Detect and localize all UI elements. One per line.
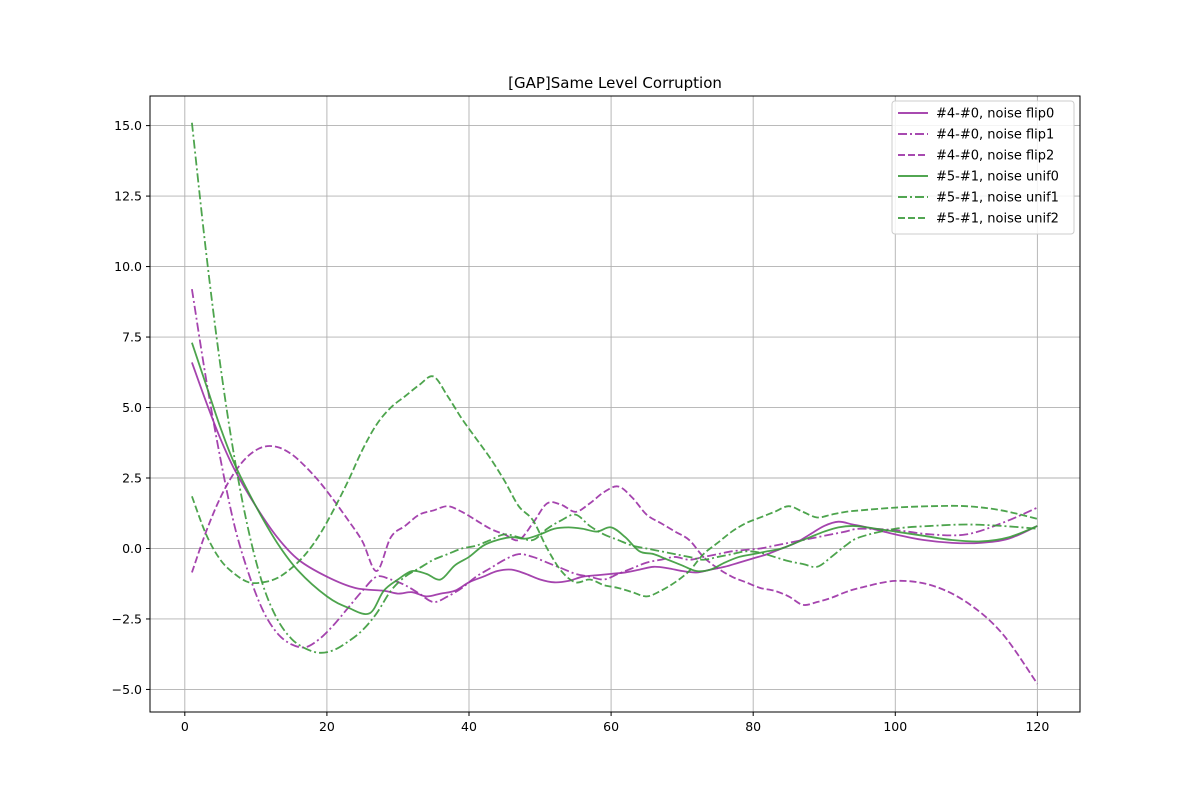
y-tick-label: 15.0: [114, 118, 142, 133]
series-line: [191, 362, 1038, 598]
axis-ticks: 0 20 40 60 80 100 120 −5.0 −2.5 0.0 2.5 5.0 7.5 10.0 1…: [112, 118, 1050, 734]
y-tick-label: −5.0: [112, 682, 142, 697]
chart-title: [GAP]Same Level Corruption: [508, 74, 722, 92]
x-tick-label: 0: [181, 719, 189, 734]
y-tick-label: 7.5: [122, 330, 142, 345]
x-tick-label: 60: [603, 719, 619, 734]
series-line: [191, 288, 1038, 649]
series-line: [191, 445, 1039, 685]
legend-label: #5-#1, noise unif0: [936, 170, 1059, 185]
legend-box: [891, 100, 1075, 235]
series-group: [191, 122, 1039, 685]
x-tick-label: 20: [319, 719, 335, 734]
plot-frame: [149, 95, 1081, 713]
y-tick-label: 0.0: [122, 541, 142, 556]
y-tick-label: 5.0: [122, 400, 142, 415]
x-tick-label: 100: [883, 719, 907, 734]
legend-label: #4-#0, noise flip1: [936, 128, 1054, 143]
x-tick-label: 80: [745, 719, 761, 734]
series-line: [191, 122, 1038, 654]
y-tick-label: −2.5: [112, 611, 142, 626]
legend-label: #4-#0, noise flip0: [936, 107, 1054, 122]
legend: #4-#0, noise flip0 #4-#0, noise flip1 #4-#…: [891, 100, 1075, 235]
x-tick-label: 40: [461, 719, 477, 734]
legend-label: #5-#1, noise unif1: [936, 191, 1059, 206]
series-line: [191, 342, 1038, 615]
y-tick-label: 12.5: [114, 189, 142, 204]
legend-label: #5-#1, noise unif2: [936, 212, 1059, 227]
legend-label: #4-#0, noise flip2: [936, 149, 1054, 164]
y-tick-label: 2.5: [122, 471, 142, 486]
x-tick-label: 120: [1025, 719, 1049, 734]
y-tick-label: 10.0: [114, 259, 142, 274]
series-line: [191, 375, 1038, 598]
